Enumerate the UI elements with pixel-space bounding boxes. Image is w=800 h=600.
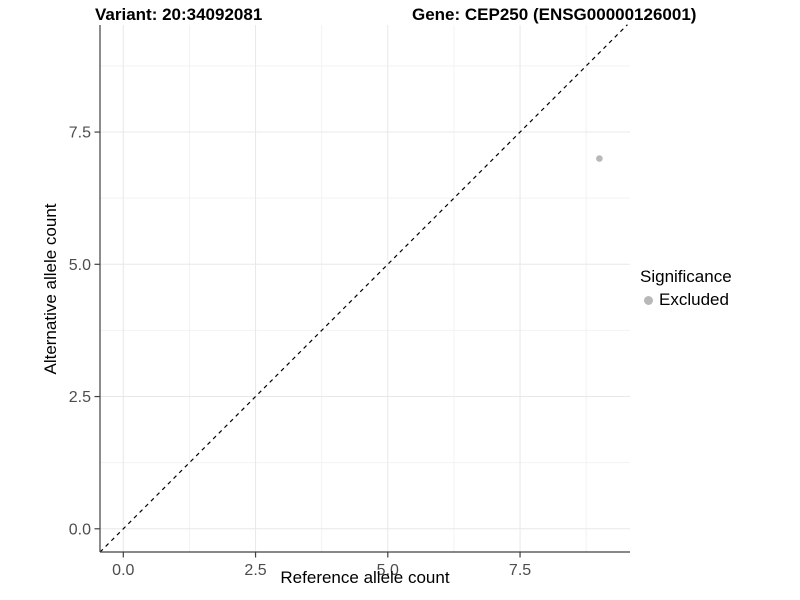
svg-text:2.5: 2.5	[244, 562, 266, 579]
svg-text:5.0: 5.0	[69, 257, 91, 274]
x-axis-title: Reference allele count	[280, 568, 450, 587]
svg-text:5.0: 5.0	[377, 562, 399, 579]
svg-text:7.5: 7.5	[69, 125, 91, 142]
svg-text:2.5: 2.5	[69, 389, 91, 406]
legend-item-label: Excluded	[659, 290, 729, 309]
legend-item-excluded: Excluded	[640, 290, 732, 310]
gene-title: Gene: CEP250 (ENSG00000126001)	[412, 5, 697, 24]
legend: Significance Excluded	[640, 267, 732, 310]
y-axis-title: Alternative allele count	[41, 203, 60, 375]
svg-text:7.5: 7.5	[509, 562, 531, 579]
legend-key-dot	[644, 295, 653, 305]
svg-text:0.0: 0.0	[112, 562, 134, 579]
legend-title: Significance	[640, 267, 732, 286]
svg-text:0.0: 0.0	[69, 521, 91, 538]
variant-title: Variant: 20:34092081	[95, 5, 263, 24]
